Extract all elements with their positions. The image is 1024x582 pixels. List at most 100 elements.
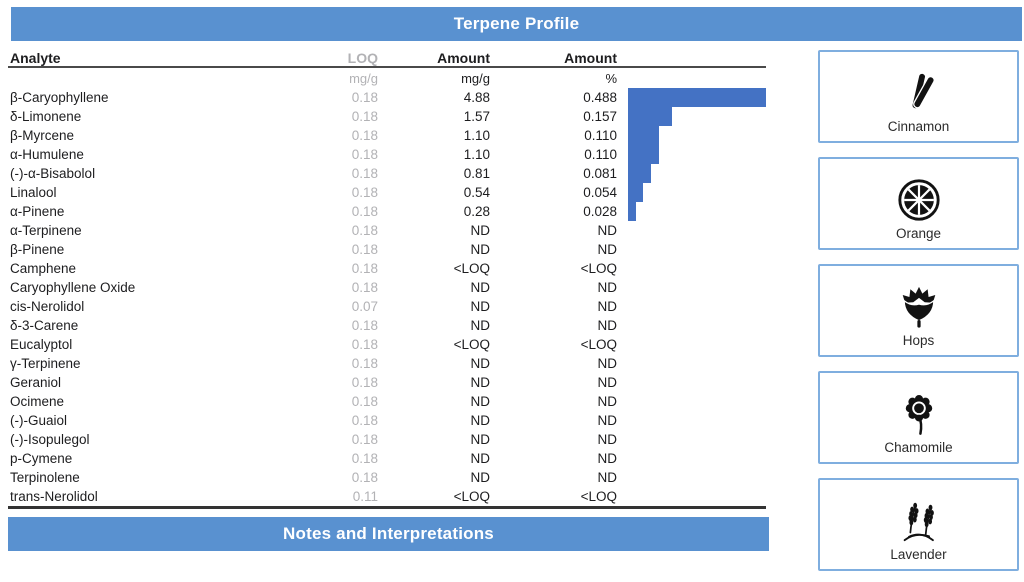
aroma-card-chamomile: Chamomile [818, 371, 1019, 464]
loq-value: 0.11 [352, 489, 378, 504]
section-header-terpene-profile: Terpene Profile [11, 7, 1022, 41]
analyte-name: Terpinolene [10, 470, 80, 485]
hops-icon [902, 286, 935, 328]
bar-cell [617, 240, 766, 259]
amount-mg-value: ND [470, 470, 491, 485]
amount-pct-value: ND [597, 451, 618, 466]
loq-value: 0.18 [351, 280, 378, 295]
bar-cell [617, 468, 766, 487]
amount-pct-value: 0.081 [583, 166, 617, 181]
amount-pct-value: <LOQ [580, 489, 617, 504]
loq-value: 0.18 [351, 166, 378, 181]
amount-pct-value: ND [597, 375, 618, 390]
unit-loq: mg/g [349, 71, 378, 86]
amount-mg-value: ND [470, 318, 491, 333]
loq-value: 0.18 [351, 185, 378, 200]
bar-segment [628, 202, 636, 221]
table-row: cis-Nerolidol 0.07 ND ND [8, 297, 766, 316]
aroma-cards-panel: Cinnamon Orange [818, 50, 1019, 571]
analyte-name: cis-Nerolidol [10, 299, 85, 314]
amount-pct-value: 0.028 [583, 204, 617, 219]
amount-pct-value: ND [597, 318, 618, 333]
analyte-name: (-)-α-Bisabolol [10, 166, 96, 181]
aroma-card-label: Orange [895, 226, 942, 241]
loq-value: 0.18 [351, 204, 378, 219]
loq-value: 0.18 [351, 394, 378, 409]
amount-mg-value: <LOQ [453, 337, 490, 352]
amount-mg-value: ND [470, 356, 491, 371]
table-units-row: mg/g mg/g % [8, 68, 766, 88]
loq-value: 0.18 [351, 375, 378, 390]
bar-cell [617, 126, 766, 145]
lavender-icon [903, 502, 934, 542]
table-row: Linalool 0.18 0.54 0.054 [8, 183, 766, 202]
analyte-name: δ-3-Carene [10, 318, 79, 333]
table-row: α-Terpinene 0.18 ND ND [8, 221, 766, 240]
table-row: δ-Limonene 0.18 1.57 0.157 [8, 107, 766, 126]
table-row: Eucalyptol 0.18 <LOQ <LOQ [8, 335, 766, 354]
loq-value: 0.18 [351, 109, 378, 124]
page-title: Terpene Profile [453, 14, 580, 33]
amount-mg-value: 0.54 [463, 185, 490, 200]
table-row: p-Cymene 0.18 ND ND [8, 449, 766, 468]
bar-cell [617, 354, 766, 373]
table-row: trans-Nerolidol 0.11 <LOQ <LOQ [8, 487, 766, 506]
bar-cell [617, 202, 766, 221]
amount-pct-value: ND [597, 299, 618, 314]
amount-mg-value: 1.10 [463, 128, 490, 143]
amount-mg-value: ND [470, 280, 491, 295]
analyte-name: Linalool [10, 185, 57, 200]
analyte-name: Eucalyptol [10, 337, 73, 352]
analyte-name: p-Cymene [10, 451, 73, 466]
loq-value: 0.18 [351, 90, 378, 105]
amount-mg-value: ND [470, 242, 491, 257]
analyte-name: Caryophyllene Oxide [10, 280, 136, 295]
amount-mg-value: ND [470, 299, 491, 314]
analyte-name: (-)-Guaiol [10, 413, 68, 428]
amount-pct-value: ND [597, 356, 618, 371]
terpene-table: Analyte LOQ Amount Amount mg/g mg/g % β-… [8, 48, 769, 551]
aroma-card-lavender: Lavender [818, 478, 1019, 571]
bar-cell [617, 278, 766, 297]
loq-value: 0.07 [351, 299, 378, 314]
amount-mg-value: ND [470, 413, 491, 428]
table-row: Caryophyllene Oxide 0.18 ND ND [8, 278, 766, 297]
table-row: β-Caryophyllene 0.18 4.88 0.488 [8, 88, 766, 107]
bar-cell [617, 449, 766, 468]
aroma-card-orange: Orange [818, 157, 1019, 250]
analyte-name: α-Pinene [10, 204, 65, 219]
column-header-bar-spacer [617, 48, 766, 67]
loq-value: 0.18 [351, 223, 378, 238]
bar-cell [617, 183, 766, 202]
bar-cell [617, 430, 766, 449]
loq-value: 0.18 [351, 147, 378, 162]
analyte-name: β-Caryophyllene [10, 90, 109, 105]
amount-pct-value: <LOQ [580, 337, 617, 352]
amount-pct-value: 0.110 [584, 128, 617, 143]
amount-pct-value: 0.054 [583, 185, 617, 200]
amount-mg-value: 0.28 [463, 204, 490, 219]
amount-pct-value: ND [597, 223, 618, 238]
column-header-analyte: Analyte [10, 49, 61, 66]
amount-pct-value: 0.488 [583, 90, 617, 105]
amount-mg-value: ND [470, 432, 491, 447]
amount-mg-value: 1.57 [463, 109, 490, 124]
bar-cell [617, 392, 766, 411]
analyte-name: δ-Limonene [10, 109, 82, 124]
amount-pct-value: 0.110 [584, 147, 617, 162]
loq-value: 0.18 [351, 128, 378, 143]
amount-mg-value: <LOQ [453, 489, 490, 504]
bar-segment [628, 145, 660, 164]
unit-amount-pct: % [605, 71, 617, 86]
amount-mg-value: 0.81 [463, 166, 490, 181]
amount-pct-value: ND [597, 413, 618, 428]
amount-pct-value: ND [597, 280, 618, 295]
table-row: δ-3-Carene 0.18 ND ND [8, 316, 766, 335]
table-body: β-Caryophyllene 0.18 4.88 0.488 δ-Limone… [8, 88, 766, 509]
unit-amount-mg: mg/g [461, 71, 490, 86]
amount-mg-value: 1.10 [463, 147, 490, 162]
bar-cell [617, 411, 766, 430]
analyte-name: β-Myrcene [10, 128, 75, 143]
notes-title: Notes and Interpretations [283, 524, 494, 543]
